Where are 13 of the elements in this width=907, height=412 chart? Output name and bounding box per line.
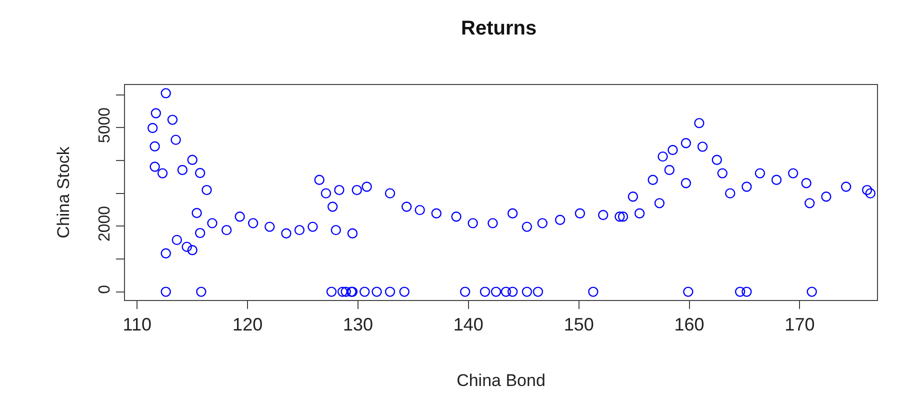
y-axis-title: China Stock [54, 146, 74, 238]
chart-title: Returns [461, 18, 537, 40]
x-tick-label: 130 [342, 314, 374, 335]
y-tick-label: 2000 [96, 206, 114, 242]
y-tick-label: 0 [96, 284, 114, 294]
x-tick-label: 170 [784, 314, 815, 335]
x-tick-label: 120 [232, 314, 263, 335]
x-tick-label: 160 [674, 314, 704, 335]
x-tick-label: 110 [122, 314, 152, 335]
x-tick-label: 140 [453, 314, 484, 335]
y-tick-label: 5000 [96, 107, 114, 144]
x-tick-label: 150 [564, 314, 594, 335]
x-axis-title: China Bond [456, 371, 546, 390]
